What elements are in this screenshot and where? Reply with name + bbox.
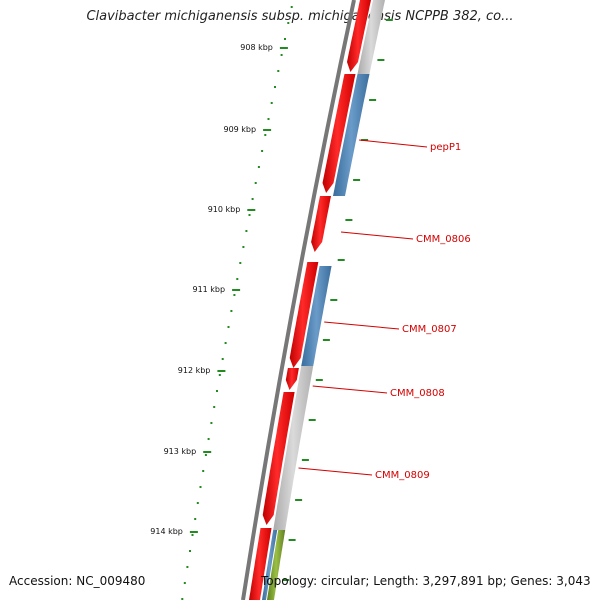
gene-label[interactable]: CMM_0808 bbox=[390, 388, 445, 399]
reverse-cds-blue bbox=[262, 530, 278, 600]
ruler-label: 909 kbp bbox=[223, 125, 256, 134]
ruler-label: 910 kbp bbox=[208, 205, 241, 214]
ruler-minor-tick bbox=[270, 102, 273, 104]
ruler-label: 912 kbp bbox=[178, 366, 211, 375]
ruler-minor-tick bbox=[202, 470, 205, 472]
green-feature bbox=[267, 530, 286, 600]
accession-label: Accession: NC_009480 bbox=[9, 574, 146, 588]
ruler-label: 913 kbp bbox=[164, 447, 197, 456]
ruler-minor-tick bbox=[189, 550, 191, 552]
reverse-strand-track bbox=[262, 0, 385, 600]
forward-cds-arrow bbox=[322, 74, 356, 193]
ruler-minor-tick bbox=[194, 518, 197, 520]
ruler-minor-tick bbox=[245, 230, 248, 232]
topology-label: Topology: circular; Length: 3,297,891 bp… bbox=[261, 574, 591, 588]
ruler-minor-tick bbox=[257, 166, 260, 168]
ruler-minor-tick bbox=[216, 390, 218, 392]
gene-label[interactable]: CMM_0809 bbox=[375, 470, 430, 481]
gray-feature bbox=[357, 0, 385, 74]
ruler-label: 914 kbp bbox=[150, 527, 183, 536]
ruler-minor-tick bbox=[181, 598, 184, 600]
ruler-minor-tick bbox=[261, 150, 264, 152]
reverse-cds-blue bbox=[301, 266, 332, 366]
forward-cds-arrow bbox=[285, 368, 299, 390]
ruler-minor-tick bbox=[221, 358, 224, 360]
gene-label[interactable]: CMM_0806 bbox=[416, 234, 471, 245]
callout-line bbox=[324, 321, 400, 330]
ruler-minor-tick bbox=[248, 214, 251, 216]
ruler-minor-tick bbox=[210, 422, 213, 424]
ruler-minor-tick bbox=[233, 294, 236, 296]
ruler-minor-tick bbox=[280, 54, 283, 56]
backbone-arc bbox=[241, 0, 356, 600]
ruler-minor-tick bbox=[204, 454, 207, 456]
ruler-minor-tick bbox=[191, 534, 194, 536]
ruler-minor-tick bbox=[199, 486, 202, 488]
ruler-minor-tick bbox=[254, 182, 257, 184]
ruler-minor-tick bbox=[274, 86, 276, 88]
ruler-minor-tick bbox=[224, 342, 227, 344]
ruler-label: 911 kbp bbox=[192, 285, 225, 294]
reverse-cds-blue bbox=[333, 74, 370, 196]
forward-strand-track bbox=[249, 0, 371, 600]
callout-line bbox=[340, 231, 414, 240]
callout-line bbox=[312, 385, 388, 394]
ruler-minor-tick bbox=[186, 566, 189, 568]
ruler-minor-tick bbox=[230, 310, 233, 312]
ruler-minor-tick bbox=[196, 502, 199, 504]
ruler-minor-tick bbox=[264, 134, 267, 136]
ruler-minor-tick bbox=[290, 6, 293, 8]
callout-line bbox=[298, 467, 373, 476]
ruler-minor-tick bbox=[242, 246, 245, 248]
ruler-minor-tick bbox=[218, 374, 221, 376]
ruler-minor-tick bbox=[236, 278, 239, 280]
ruler-minor-tick bbox=[239, 262, 242, 264]
forward-cds-arrow bbox=[347, 0, 371, 72]
callout-line bbox=[359, 139, 428, 148]
ruler-label: 908 kbp bbox=[240, 43, 273, 52]
ruler-minor-tick bbox=[251, 198, 254, 200]
ruler-minor-tick bbox=[183, 582, 186, 584]
ruler-minor-tick bbox=[284, 38, 286, 40]
forward-cds-arrow bbox=[262, 392, 295, 525]
map-title: Clavibacter michiganensis subsp. michiga… bbox=[86, 9, 514, 24]
ruler-minor-tick bbox=[227, 326, 230, 328]
ruler-minor-tick bbox=[277, 70, 280, 72]
ruler-minor-tick bbox=[287, 22, 290, 24]
forward-cds-arrow bbox=[289, 262, 319, 368]
forward-cds-arrow bbox=[311, 196, 331, 252]
ruler-minor-tick bbox=[207, 438, 210, 440]
gene-label[interactable]: CMM_0807 bbox=[402, 324, 457, 335]
gene-label[interactable]: pepP1 bbox=[430, 142, 461, 153]
forward-cds-arrow bbox=[249, 528, 272, 600]
gene-callouts: pepP1 CMM_0806 CMM_0807 CMM_0808 CMM_0809 bbox=[298, 139, 471, 481]
ruler-minor-tick bbox=[213, 406, 216, 408]
ruler-minor-tick bbox=[267, 118, 270, 120]
gray-feature bbox=[273, 366, 314, 530]
